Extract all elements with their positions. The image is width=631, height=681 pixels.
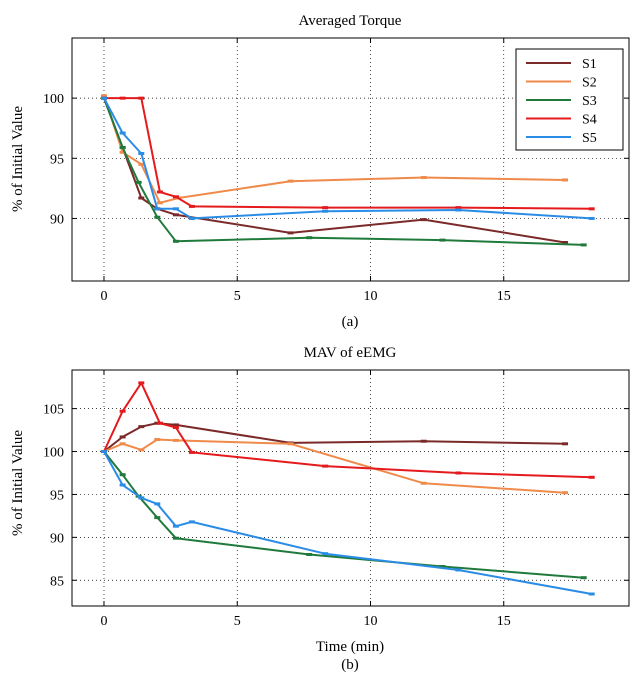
y-tick-label: 85: [50, 574, 64, 589]
y-tick-label: 90: [50, 212, 64, 227]
series-line-s2: [103, 438, 566, 494]
series-line-s4: [103, 381, 592, 479]
chart-mav-eemg: MAV of eEMG % of Initial Value Time (min…: [10, 345, 630, 673]
x-axis-label: Time (min): [316, 639, 384, 655]
x-tick-label: 10: [363, 614, 377, 629]
series-line-s1: [103, 97, 566, 244]
y-tick-label: 95: [50, 152, 64, 167]
y-axis-label: % of Initial Value: [10, 430, 26, 536]
x-tick-label: 10: [363, 289, 377, 304]
x-tick-label: 0: [100, 289, 107, 304]
y-tick-label: 100: [43, 446, 64, 461]
chart-averaged-torque: Averaged Torque % of Initial Value (a) 0…: [10, 13, 630, 330]
axes-frame: [71, 369, 630, 607]
y-tick-label: 105: [43, 403, 64, 418]
figure-caption: (a): [342, 314, 359, 330]
series-line-s2: [103, 95, 566, 204]
series-line-s3: [103, 97, 584, 246]
y-tick-label: 95: [50, 488, 64, 503]
axes-frame: [71, 37, 630, 282]
x-tick-label: 5: [234, 289, 241, 304]
x-tick-label: 15: [497, 614, 511, 629]
figure-caption: (b): [341, 657, 359, 673]
chart-title: Averaged Torque: [299, 13, 402, 29]
y-tick-label: 100: [43, 92, 64, 107]
series-line-s3: [103, 450, 584, 579]
y-tick-label: 90: [50, 531, 64, 546]
legend-label-s2: S2: [582, 76, 597, 91]
legend-label-s3: S3: [582, 94, 597, 109]
legend-label-s5: S5: [582, 131, 597, 146]
x-tick-label: 0: [100, 614, 107, 629]
legend-label-s4: S4: [582, 113, 597, 128]
y-axis-label: % of Initial Value: [10, 106, 26, 212]
legend-label-s1: S1: [582, 57, 597, 72]
x-tick-label: 5: [234, 614, 241, 629]
x-tick-label: 15: [497, 289, 511, 304]
chart-title: MAV of eEMG: [304, 345, 397, 361]
